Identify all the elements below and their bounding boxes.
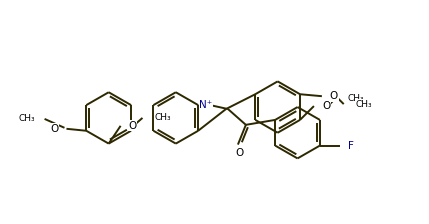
Text: CH₃: CH₃ xyxy=(356,100,372,109)
Text: CH₃: CH₃ xyxy=(154,113,171,123)
Text: O: O xyxy=(50,124,58,134)
Text: O: O xyxy=(330,91,338,101)
Text: O: O xyxy=(129,121,137,131)
Text: O: O xyxy=(236,149,244,158)
Text: CH₃: CH₃ xyxy=(18,114,35,123)
Text: F: F xyxy=(348,141,353,151)
Text: CH₃: CH₃ xyxy=(348,94,364,103)
Text: O: O xyxy=(322,101,330,111)
Text: N⁺: N⁺ xyxy=(199,100,212,110)
